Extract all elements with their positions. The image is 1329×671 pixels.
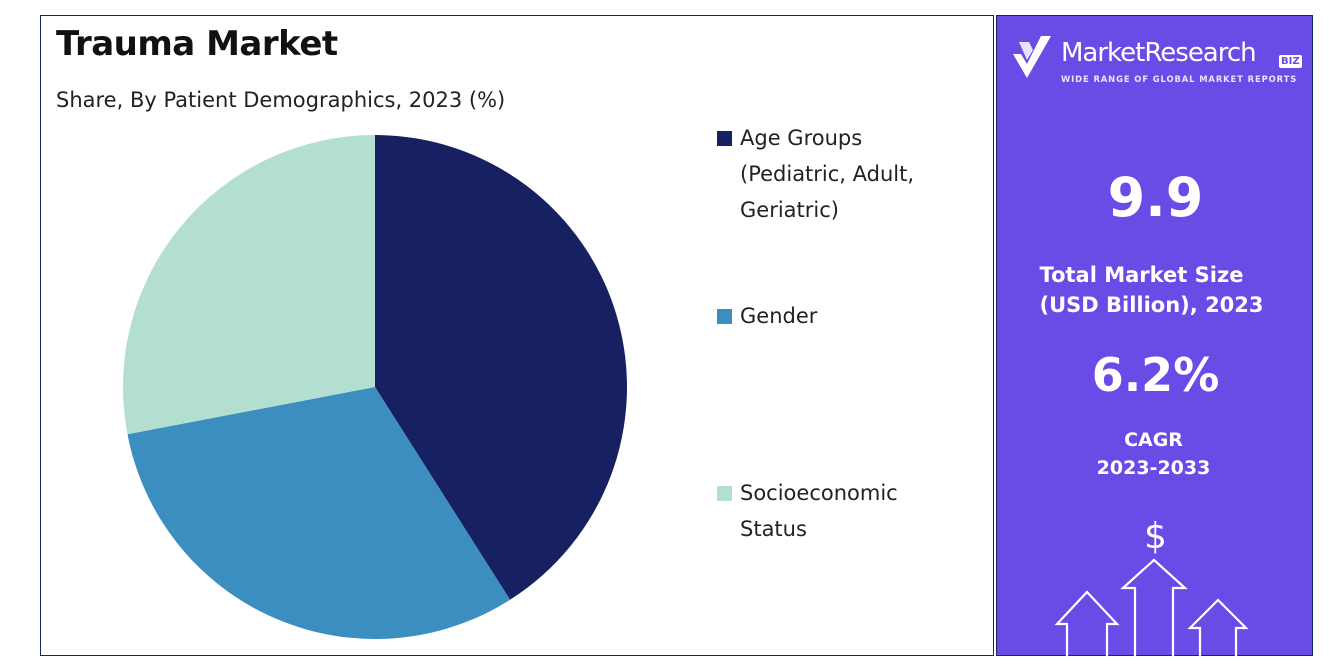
brand-badge: BIZ: [1279, 55, 1302, 68]
cagr-label-line2: 2023-2033: [1096, 457, 1211, 479]
brand-tagline: WIDE RANGE OF GLOBAL MARKET REPORTS: [1061, 74, 1298, 84]
legend-label-age-groups: Age Groups (Pediatric, Adult, Geriatric): [740, 126, 915, 222]
market-size-label-line1: Total Market Size: [1039, 263, 1244, 287]
pie-slice-age-groups: [375, 135, 628, 600]
chart-panel: Trauma Market Share, By Patient Demograp…: [40, 15, 994, 656]
legend-item-age-groups: Age Groups (Pediatric, Adult, Geriatric): [717, 124, 955, 228]
growth-arrows-icon: [1054, 558, 1249, 656]
legend-swatch-gender: [717, 309, 732, 324]
legend-swatch-socioeconomic: [717, 486, 732, 501]
legend-label-socioeconomic: Socioeconomic Status: [740, 481, 898, 541]
brand-name: MarketResearch: [1061, 38, 1257, 68]
brand-logo: MarketResearch BIZ WIDE RANGE OF GLOBAL …: [1011, 34, 1311, 104]
chart-title: Trauma Market: [56, 24, 338, 64]
chart-subtitle: Share, By Patient Demographics, 2023 (%): [56, 88, 506, 112]
cagr-label-line1: CAGR: [1124, 429, 1183, 451]
market-size-label-line2: (USD Billion), 2023: [1039, 293, 1264, 317]
dollar-icon: $: [1144, 516, 1167, 557]
pie-slice-socioeconomic: [122, 135, 375, 435]
legend-swatch-age-groups: [717, 131, 732, 146]
info-panel: MarketResearch BIZ WIDE RANGE OF GLOBAL …: [996, 15, 1313, 656]
cagr-value: 6.2%: [1091, 348, 1220, 402]
pie-slice-gender: [127, 387, 511, 639]
legend-item-gender: Gender: [717, 302, 955, 334]
market-size-value: 9.9: [1107, 166, 1204, 229]
pie-chart: [122, 135, 628, 639]
checkmark-logo-icon: [1013, 36, 1051, 78]
legend-label-gender: Gender: [740, 304, 818, 328]
legend-item-socioeconomic: Socioeconomic Status: [717, 479, 940, 547]
